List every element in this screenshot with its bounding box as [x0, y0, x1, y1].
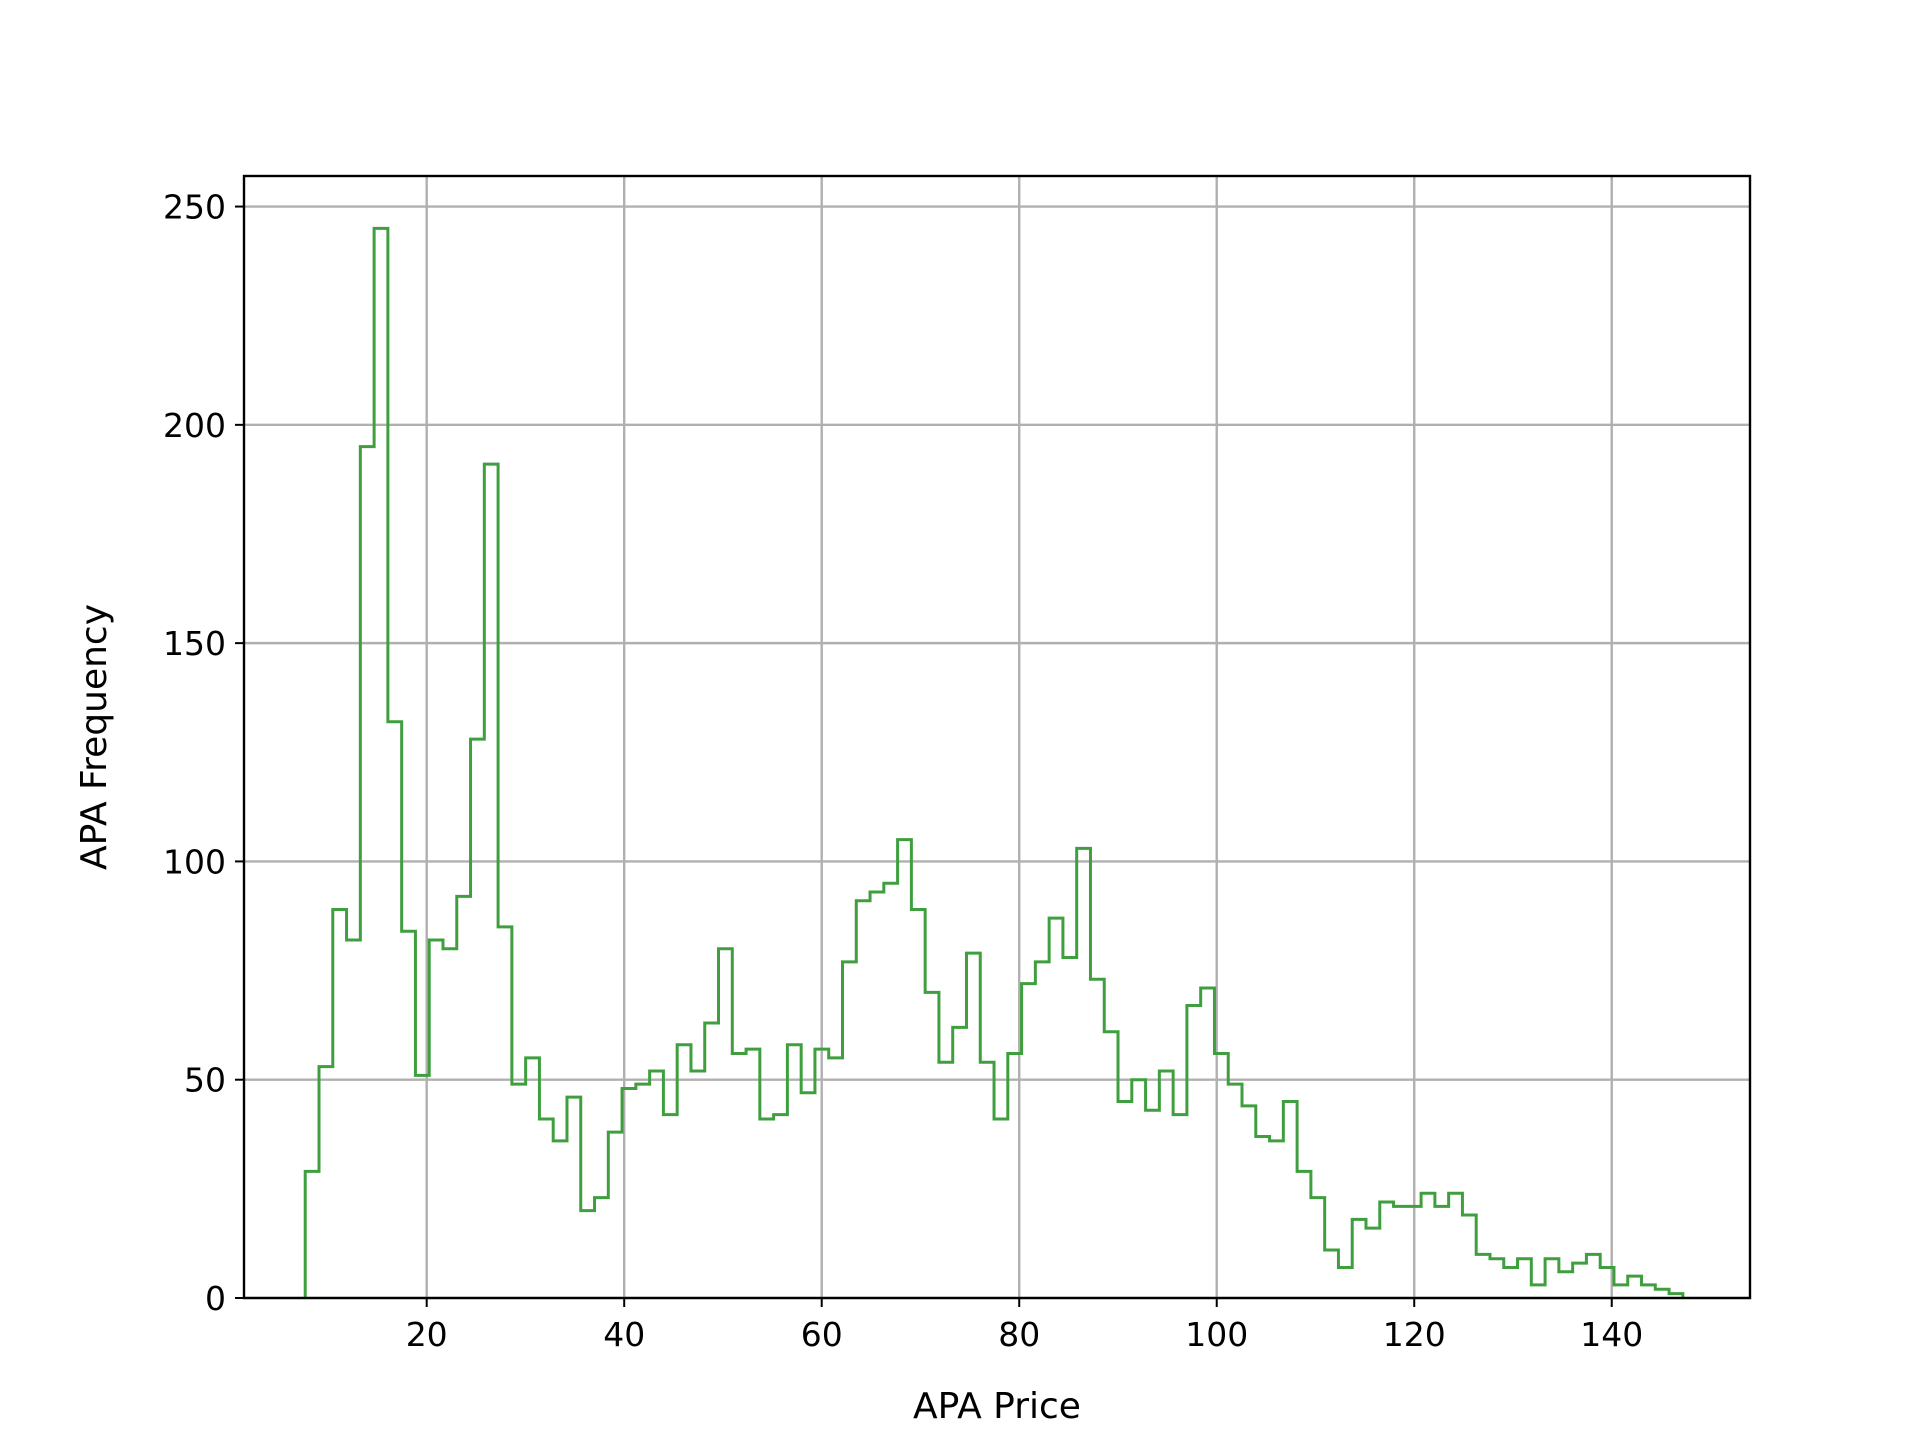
- y-tick-label: 250: [163, 188, 226, 227]
- y-tick-label: 100: [163, 842, 226, 881]
- histogram-step-line: [303, 226, 1685, 1298]
- x-tick-label: 140: [1580, 1315, 1643, 1354]
- y-tick-label: 0: [205, 1279, 226, 1318]
- y-tick-label: 50: [184, 1061, 226, 1100]
- x-tick-label: 100: [1185, 1315, 1248, 1354]
- x-axis-ticks: 20 40 60 80 100 120 140: [406, 1298, 1643, 1354]
- x-tick-label: 20: [406, 1315, 448, 1354]
- x-tick-label: 40: [603, 1315, 645, 1354]
- y-axis-label: APA Frequency: [74, 604, 115, 870]
- y-axis-ticks: 0 50 100 150 200 250: [163, 188, 244, 1318]
- x-axis-label: APA Price: [913, 1386, 1081, 1427]
- plot-frame: [242, 174, 1752, 1300]
- x-tick-label: 80: [998, 1315, 1040, 1354]
- x-tick-label: 120: [1383, 1315, 1446, 1354]
- y-tick-label: 150: [163, 624, 226, 663]
- x-tick-label: 60: [801, 1315, 843, 1354]
- y-tick-label: 200: [163, 406, 226, 445]
- grid-lines: [244, 176, 1750, 1300]
